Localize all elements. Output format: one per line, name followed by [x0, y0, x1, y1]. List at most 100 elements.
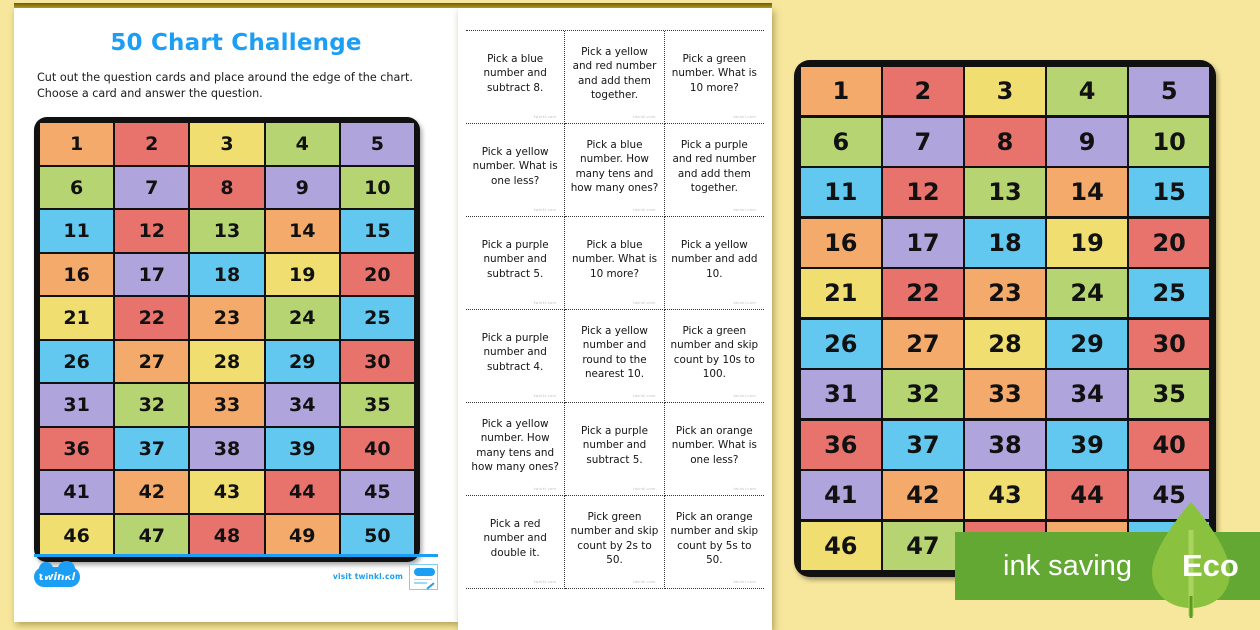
- number-large-cell: 42: [883, 471, 963, 519]
- number-cell: 4: [265, 123, 339, 165]
- instructions-text: Cut out the question cards and place aro…: [37, 71, 413, 101]
- number-large-cell: 14: [1047, 168, 1127, 216]
- number-cell: 38: [190, 427, 264, 470]
- number-cell: 1: [40, 123, 114, 165]
- question-card[interactable]: Pick an orange number and skip count by …: [664, 496, 764, 589]
- number-cell: 45: [340, 471, 414, 513]
- question-card[interactable]: Pick a blue number. What is 10 more? twin…: [565, 217, 665, 310]
- number-cell: 36: [40, 427, 114, 470]
- number-large-cell: 9: [1047, 117, 1127, 166]
- question-card[interactable]: Pick a blue number and subtract 8. twinkl…: [466, 31, 566, 124]
- card-credit: twinkl.com: [633, 208, 656, 212]
- number-cell: 11: [40, 210, 114, 252]
- number-large-cell: 3: [965, 67, 1045, 115]
- number-cell: 50: [340, 514, 414, 557]
- number-cell: 37: [115, 427, 189, 470]
- card-credit: twinkl.com: [633, 487, 656, 491]
- number-cell: 24: [265, 297, 339, 339]
- number-cell: 43: [190, 471, 264, 513]
- question-card[interactable]: Pick a red number and double it. twinkl.c…: [466, 496, 566, 589]
- question-card[interactable]: Pick a purple and red number and add the…: [664, 124, 764, 217]
- number-cell: 39: [265, 427, 339, 470]
- question-card-text: Pick green number and skip count by 2s t…: [570, 511, 659, 566]
- number-large-cell: 23: [965, 269, 1045, 317]
- number-cell: 48: [190, 514, 264, 557]
- number-cell: 6: [40, 166, 114, 209]
- eco-label: Eco: [1181, 548, 1239, 583]
- card-credit: twinkl.com: [633, 394, 656, 398]
- number-large-cell: 25: [1129, 269, 1209, 317]
- twinkl-logo: twinkl: [34, 560, 80, 587]
- question-card[interactable]: Pick green number and skip count by 2s t…: [565, 496, 665, 589]
- number-cell: 46: [40, 514, 114, 557]
- question-card[interactable]: Pick a green number. What is 10 more? twi…: [664, 31, 764, 124]
- question-card-text: Pick a yellow number. How many tens and …: [471, 418, 559, 473]
- number-large-cell: 1: [801, 67, 881, 115]
- question-card[interactable]: Pick a purple number and subtract 5. twin…: [466, 217, 566, 310]
- number-large-cell: 21: [801, 269, 881, 317]
- number-cell: 27: [115, 340, 189, 383]
- number-cell: 25: [340, 297, 414, 339]
- number-large-cell: 28: [965, 319, 1045, 368]
- number-cell: 9: [265, 166, 339, 209]
- number-large-cell: 44: [1047, 471, 1127, 519]
- number-cell: 31: [40, 384, 114, 426]
- number-large-cell: 35: [1129, 370, 1209, 418]
- number-large-cell: 43: [965, 471, 1045, 519]
- visit-twinkl-link[interactable]: visit twinkl.com: [332, 572, 403, 581]
- number-cell: 18: [190, 253, 264, 296]
- question-card[interactable]: Pick a purple number and subtract 5. twin…: [565, 403, 665, 496]
- card-credit: twinkl.com: [733, 208, 756, 212]
- question-card[interactable]: Pick a yellow number and add 10. twinkl.c…: [664, 217, 764, 310]
- number-large-cell: 33: [965, 370, 1045, 418]
- question-card-text: Pick a red number and double it.: [483, 518, 547, 559]
- card-credit: twinkl.com: [633, 301, 656, 305]
- question-card[interactable]: Pick a purple number and subtract 4. twin…: [466, 310, 566, 403]
- number-chart: 1 2 3 4 5 6 7 8 9 10 11 12 13 14 15 16 17 18 19 20 21 22 23 24 2…: [34, 117, 420, 563]
- number-cell: 29: [265, 340, 339, 383]
- card-credit: twinkl.com: [533, 487, 557, 491]
- number-large-cell: 10: [1129, 117, 1209, 166]
- number-large-cell: 16: [801, 218, 881, 267]
- question-card[interactable]: Pick a yellow and red number and add the…: [565, 31, 665, 124]
- question-card-text: Pick a purple number and subtract 4.: [481, 332, 549, 373]
- number-large-cell: 29: [1047, 319, 1127, 368]
- question-card-text: Pick an orange number. What is one less?: [671, 425, 757, 466]
- leaf-icon: [1152, 502, 1230, 618]
- number-cell: 40: [340, 427, 414, 470]
- question-card[interactable]: Pick a green number and skip count by 10…: [664, 310, 764, 403]
- number-large-cell: 39: [1047, 420, 1127, 469]
- question-card-text: Pick a purple and red number and add the…: [672, 139, 757, 194]
- number-cell: 33: [190, 384, 264, 426]
- number-large-cell: 20: [1129, 218, 1209, 267]
- ink-saving-label: ink saving: [1003, 549, 1132, 582]
- question-card-text: Pick a blue number and subtract 8.: [483, 53, 547, 94]
- question-card-text: Pick an orange number and skip count by …: [670, 511, 759, 566]
- number-large-cell: 38: [965, 420, 1045, 469]
- question-card[interactable]: Pick an orange number. What is one less?…: [664, 403, 764, 496]
- card-credit: twinkl.com: [733, 580, 756, 584]
- question-card-text: Pick a purple number and subtract 5.: [581, 425, 648, 466]
- card-credit: twinkl.com: [733, 394, 756, 398]
- question-card[interactable]: Pick a yellow number and round to the ne…: [565, 310, 665, 403]
- number-large-cell: 36: [801, 420, 881, 469]
- question-card[interactable]: Pick a yellow number. What is one less? t…: [466, 124, 566, 217]
- number-large-cell: 15: [1129, 168, 1209, 216]
- number-cell: 22: [115, 297, 189, 339]
- number-large-cell: 17: [883, 218, 963, 267]
- number-cell: 42: [115, 471, 189, 513]
- number-cell: 21: [40, 297, 114, 339]
- number-cell: 30: [340, 340, 414, 383]
- number-large-cell: 7: [883, 117, 963, 166]
- question-cards-page: Pick a blue number and subtract 8. twinkl…: [458, 3, 772, 630]
- question-card[interactable]: Pick a blue number. How many tens and ho…: [565, 124, 665, 217]
- worksheet-page: 50 Chart Challenge Cut out the question …: [14, 3, 458, 622]
- card-credit: twinkl.com: [533, 115, 557, 119]
- question-card-text: Pick a blue number. What is 10 more?: [571, 239, 658, 280]
- number-large-cell: 4: [1047, 67, 1127, 115]
- question-card[interactable]: Pick a yellow number. How many tens and …: [466, 403, 566, 496]
- card-credit: twinkl.com: [733, 487, 756, 491]
- number-cell: 14: [265, 210, 339, 252]
- number-large-cell: 34: [1047, 370, 1127, 418]
- cards-cut-line-top: [466, 30, 764, 31]
